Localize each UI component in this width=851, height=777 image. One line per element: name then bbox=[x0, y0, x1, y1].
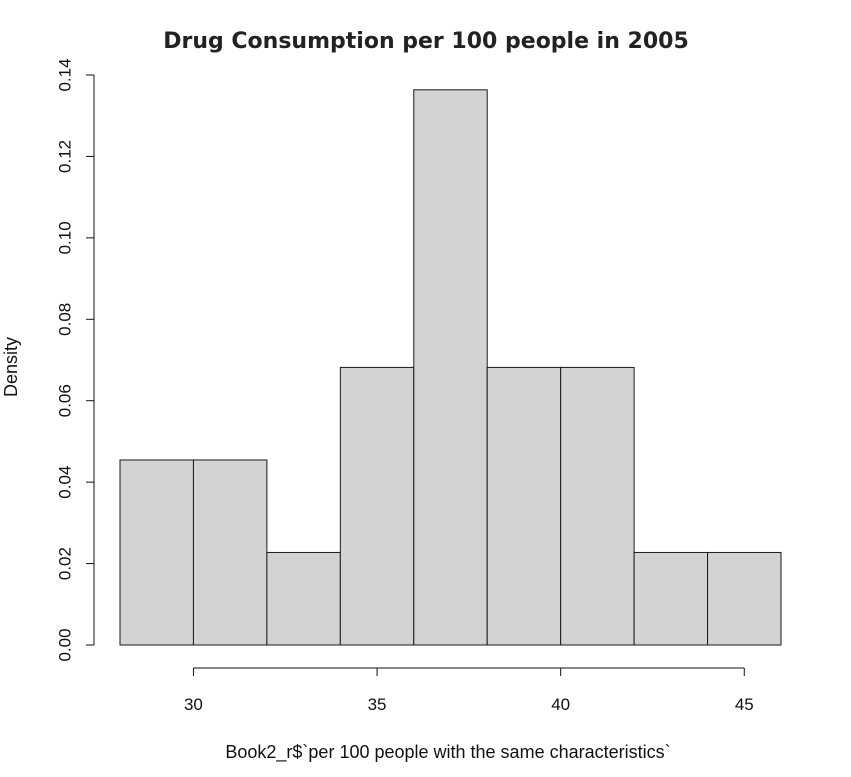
y-tick-label: 0.04 bbox=[55, 466, 74, 499]
chart-title: Drug Consumption per 100 people in 2005 bbox=[163, 29, 689, 54]
x-axis: 30 35 40 45 bbox=[184, 667, 754, 714]
histogram-bar bbox=[486, 366, 562, 646]
histogram-bar bbox=[633, 551, 709, 646]
histogram-bar bbox=[413, 89, 488, 646]
x-axis-label: Book2_r$`per 100 people with the same ch… bbox=[225, 742, 670, 763]
x-tick-label: 45 bbox=[735, 695, 754, 714]
bars-group bbox=[119, 89, 782, 646]
histogram-bar bbox=[707, 551, 782, 646]
y-tick-label: 0.14 bbox=[55, 58, 74, 91]
y-tick-label: 0.00 bbox=[55, 628, 74, 661]
y-tick-label: 0.10 bbox=[55, 221, 74, 254]
y-axis-label: Density bbox=[1, 337, 21, 397]
y-tick-label: 0.02 bbox=[55, 547, 74, 580]
y-tick-label: 0.06 bbox=[55, 384, 74, 417]
x-tick-label: 40 bbox=[551, 695, 570, 714]
histogram-bar bbox=[266, 551, 341, 646]
y-axis: 0.00 0.02 0.04 0.06 0.08 0.10 0.12 0.14 bbox=[55, 58, 95, 662]
x-tick-label: 30 bbox=[184, 695, 203, 714]
y-tick-label: 0.12 bbox=[55, 140, 74, 173]
histogram-bar bbox=[339, 366, 415, 646]
histogram-bar bbox=[119, 459, 194, 646]
histogram-bar bbox=[192, 459, 268, 646]
histogram-bar bbox=[560, 366, 635, 646]
x-tick-label: 35 bbox=[368, 695, 387, 714]
y-tick-label: 0.08 bbox=[55, 303, 74, 336]
